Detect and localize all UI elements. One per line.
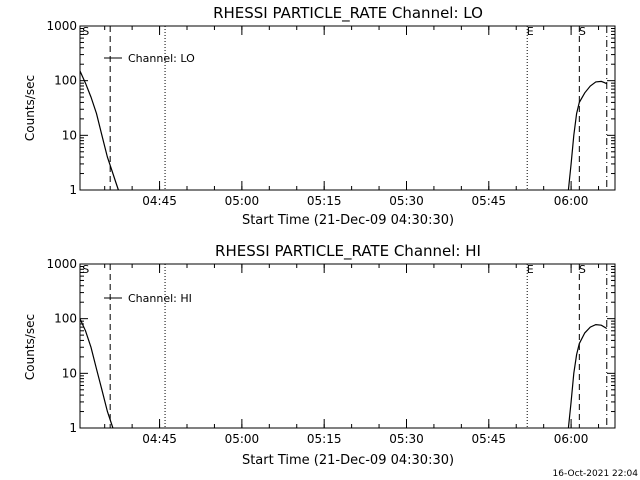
- series-line: [79, 70, 119, 191]
- x-axis-label: Start Time (21-Dec-09 04:30:30): [242, 213, 454, 228]
- y-tick-label: 1000: [46, 19, 77, 33]
- chart-title: RHESSI PARTICLE_RATE Channel: HI: [215, 242, 481, 261]
- x-tick-label: 05:00: [225, 432, 260, 446]
- y-tick-label: 1: [69, 421, 77, 435]
- x-tick-label: 05:45: [471, 432, 506, 446]
- event-marker-label: S: [579, 25, 586, 38]
- legend-entry: Channel: HI: [128, 292, 192, 305]
- x-tick-label: 05:30: [389, 432, 424, 446]
- y-tick-label: 10: [62, 128, 77, 142]
- y-tick-label: 1000: [46, 257, 77, 271]
- y-axis-label: Counts/sec: [23, 314, 37, 380]
- plot-frame: [79, 263, 616, 429]
- plot-frame: [79, 25, 616, 191]
- series-line: [79, 318, 114, 429]
- x-axis-label: Start Time (21-Dec-09 04:30:30): [242, 453, 454, 468]
- event-marker-label: E: [527, 263, 534, 276]
- y-tick-label: 1: [69, 183, 77, 197]
- chart-title: RHESSI PARTICLE_RATE Channel: LO: [213, 4, 483, 23]
- chart-marks: 1 10 100 1000 04:45 05:00 05:15 05:30 05:45 06:00…: [46, 19, 615, 208]
- x-tick-label: 06:00: [554, 194, 589, 208]
- y-tick-label: 100: [54, 74, 77, 88]
- event-marker-label: S: [82, 263, 89, 276]
- y-axis-label: Counts/sec: [23, 75, 37, 141]
- x-tick-label: 04:45: [142, 194, 177, 208]
- chart-panel-hi: RHESSI PARTICLE_RATE Channel: HI Counts/…: [23, 242, 616, 468]
- x-tick-label: 04:45: [142, 432, 177, 446]
- legend-entry: Channel: LO: [128, 52, 195, 65]
- series-line: [567, 80, 608, 191]
- x-tick-label: 05:00: [225, 194, 260, 208]
- x-tick-label: 06:00: [554, 432, 589, 446]
- y-tick-label: 100: [54, 312, 77, 326]
- series-line: [567, 323, 608, 429]
- x-tick-label: 05:45: [471, 194, 506, 208]
- chart-panel-lo: RHESSI PARTICLE_RATE Channel: LO Counts/…: [23, 4, 616, 228]
- x-tick-label: 05:30: [389, 194, 424, 208]
- chart-marks: 1 10 100 1000 04:45 05:00 05:15 05:30 05:45 06:00…: [46, 257, 615, 446]
- event-marker-label: S: [579, 263, 586, 276]
- event-marker-label: E: [527, 25, 534, 38]
- x-tick-label: 05:15: [307, 194, 342, 208]
- timestamp: 16-Oct-2021 22:04: [553, 469, 639, 479]
- y-tick-label: 10: [62, 366, 77, 380]
- x-tick-label: 05:15: [307, 432, 342, 446]
- event-marker-label: S: [82, 25, 89, 38]
